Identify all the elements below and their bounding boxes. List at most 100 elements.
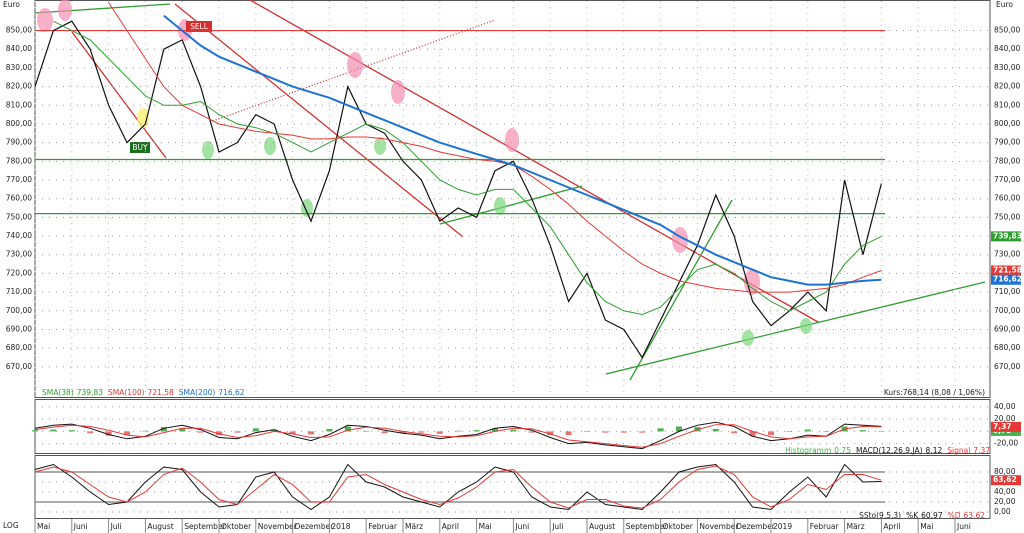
x-tick-label: Oktober [663,522,694,531]
x-tick-label: September [626,522,668,531]
x-tick-label: Mai [920,522,933,531]
value-box-label: 739,83 [993,231,1022,240]
y-tick-label: 680,00 [6,343,32,352]
y-tick-label: 710,00 [994,287,1020,296]
y-tick-label: 730,00 [6,250,32,259]
y-tick-label: 0,00 [994,507,1011,516]
x-tick-label: 2018 [331,522,350,531]
histogram-bar [657,428,664,432]
y-tick-label: 790,00 [6,138,32,147]
histogram-bar [786,431,793,432]
y-tick-label: 830,00 [6,63,32,72]
trendline [629,199,733,381]
y-tick-label: 80,00 [994,467,1016,476]
trendline [34,3,171,14]
marker [505,128,519,152]
x-tick-label: Februar [368,522,398,531]
y-tick-label: 820,00 [994,82,1020,91]
value-box-label: 63,62 [993,475,1017,484]
legend-name: Histogramm [785,446,831,455]
y-tick-label: 710,00 [6,287,32,296]
series-line [34,463,882,511]
y-tick-label: 20,00 [994,497,1016,506]
marker [58,0,72,21]
series-line [34,424,882,448]
buy-label: BUY [132,143,148,152]
histogram-bar [124,431,130,436]
value-box-label: 716,62 [993,275,1022,284]
y-tick-label: 790,00 [994,138,1020,147]
x-tick-label: Juni [514,522,529,531]
x-tick-label: Februar [810,522,840,531]
x-tick-label: September [184,522,226,531]
y-tick-label: 670,00 [994,362,1020,371]
x-tick-label: Juni [73,522,88,531]
histogram-bar [712,428,719,432]
legend: SMA(38) 739,83 SMA(100) 721,58 SMA(200) 716,6… [42,388,245,397]
marker [301,199,313,217]
y-tick-label: 810,00 [994,100,1020,109]
x-tick-label: Oktober [221,522,252,531]
marker [374,137,386,155]
histogram-bar [639,431,646,433]
marker [347,52,363,78]
quote-text: Kurs:768,14 (8,08 / 1,06%) [884,388,985,397]
y-tick-label: -20,00 [994,439,1018,448]
value-box [991,421,1021,432]
value-box [991,274,1021,285]
x-tick-label: Mai [37,522,50,531]
histogram-bar [878,430,885,432]
x-tick-label: Juli [110,522,122,531]
pattern-markers [37,0,812,346]
histogram-bar [749,431,756,437]
histogram-bar [823,431,830,432]
histogram-bar [252,428,259,432]
histogram-bar [620,431,627,433]
histogram-bar [860,430,866,432]
legend-value: 716,62 [218,388,244,397]
y-tick-label: 740,00 [6,231,32,240]
histogram-bar [455,430,462,432]
histogram-bar [602,431,609,433]
x-tick-label: April [442,522,459,531]
x-tick-label: November [699,522,739,531]
stoch-frame [34,455,991,519]
legend-value: 0,75 [834,446,851,455]
marker [494,197,506,215]
histogram-bar [547,431,554,436]
value-box-label: 7,37 [993,422,1012,431]
y-tick-label: 700,00 [6,306,32,315]
histogram-bar [344,426,351,432]
legend-name: Signal [947,446,970,455]
trendline [439,185,583,225]
histogram-bar [216,431,222,436]
histogram-bar [768,431,774,436]
y-tick-label: 720,00 [6,268,32,277]
x-tick-label: März [405,522,423,531]
sell-signal [186,21,212,32]
y-tick-label: 840,00 [994,44,1020,53]
histogram-bar [676,426,682,432]
histogram-bar [731,431,738,434]
marker [37,8,53,32]
y-tick-label: 830,00 [994,63,1020,72]
y-tick-label: 690,00 [994,324,1020,333]
histogram-bar [50,429,57,432]
y-tick-label: 670,00 [6,362,32,371]
histogram-bar [510,429,517,432]
y-tick-label: 770,00 [6,175,32,184]
x-tick-label: November [258,522,298,531]
y-tick-label: 750,00 [6,212,32,221]
histogram-bar [436,431,443,434]
legend: Histogramm 0,75 MACD(12,26,9,JA) 8,12 Signal… [785,446,990,455]
y-tick-label: 820,00 [6,82,32,91]
legend-value: 8,12 [926,446,943,455]
histogram-bar [68,430,75,432]
histogram-bar [565,431,572,436]
legend-value: 739,83 [77,388,103,397]
y-tick-label: 760,00 [994,194,1020,203]
x-tick-label: Juni [956,522,971,531]
x-tick-label: Mai [479,522,492,531]
marker [391,80,405,104]
